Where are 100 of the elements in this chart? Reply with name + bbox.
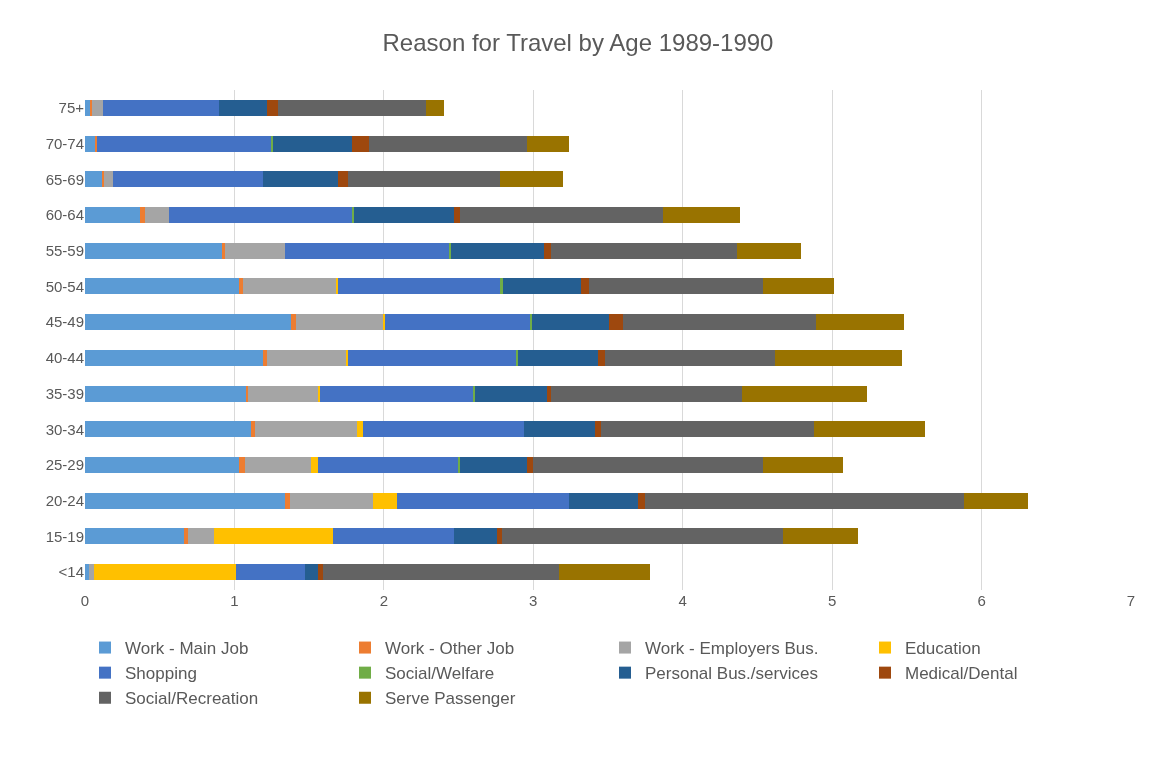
bar [85,278,239,295]
bar [113,171,263,188]
bar [85,456,239,474]
bar [144,206,169,224]
bar [373,492,398,509]
bar [304,564,319,581]
bar [475,385,547,402]
bar [337,171,348,188]
bar [247,385,319,402]
bar [815,314,904,331]
legend-label: Work - Main Job [125,639,249,659]
bar [531,314,610,331]
bar [594,421,601,438]
bar [503,278,582,295]
bar [763,456,843,474]
bar [96,135,272,152]
bar [527,456,534,474]
bar [93,564,236,581]
bar [385,314,531,331]
bar [188,528,214,545]
bar [89,564,94,581]
x-tick-label: 5 [827,592,837,609]
bar [295,314,384,331]
bar [736,242,801,259]
bar [600,421,815,438]
y-tick-label: 75+ [58,99,85,117]
bar [318,564,323,581]
bar [85,421,251,438]
bar [543,242,552,259]
y-tick-label: 65-69 [45,170,84,188]
bar [285,242,450,259]
bar [581,278,589,295]
bar [318,456,459,474]
x-tick-label: 7 [1126,592,1136,609]
bar [597,349,606,366]
bar [362,421,525,438]
bar [501,528,783,545]
bar [763,278,834,295]
bar [782,528,858,545]
bar [551,385,743,402]
bar [814,421,925,438]
y-tick-label: 25-29 [45,456,84,474]
bar [775,349,903,366]
bar [273,135,353,152]
legend-label: Work - Employers Bus. [645,639,819,659]
bar [963,492,1028,509]
bar [238,456,245,474]
bar [368,135,528,152]
x-tick-label: 1 [230,592,239,609]
bar [569,492,638,509]
bar [460,206,664,224]
bar [222,242,226,259]
bar [213,528,334,545]
bar [397,492,570,509]
legend-label: Shopping [125,664,197,684]
bar [337,278,501,295]
bar [497,528,502,545]
bar [352,135,369,152]
bar [347,349,517,366]
y-tick-label: 60-64 [45,206,84,224]
bar [425,99,444,116]
bar [663,206,740,224]
x-tick-label: 6 [977,592,986,609]
legend-label: Personal Bus./services [645,664,818,684]
bar [333,528,455,545]
bar [558,564,650,581]
bar [460,456,528,474]
bar [235,564,305,581]
bar [353,206,455,224]
legend-label: Social/Welfare [385,664,495,684]
bar [742,385,867,402]
x-tick-label: 3 [529,592,538,609]
bar [85,171,103,188]
y-tick-label: 35-39 [45,384,84,402]
bar [322,564,559,581]
y-tick-label: 50-54 [45,277,84,295]
x-tick-label: 4 [678,592,687,609]
bar [310,456,319,474]
legend-label: Education [905,639,981,659]
y-tick-label: <14 [58,563,84,581]
y-tick-label: 30-34 [45,420,84,438]
x-tick-label: 2 [379,592,389,609]
bar [637,492,646,509]
bar [524,421,595,438]
bar [102,99,220,116]
bar [85,349,263,366]
bar [518,349,598,366]
bar [458,456,461,474]
bar [347,171,501,188]
bar [289,492,374,509]
bar [319,385,474,402]
bar [291,314,296,331]
bar [85,242,223,259]
legend-label: Serve Passenger [385,689,516,709]
bar [140,206,145,224]
bar [533,456,764,474]
bar [244,456,311,474]
y-tick-label: 15-19 [45,527,84,545]
bar [588,278,764,295]
bar [92,99,103,116]
